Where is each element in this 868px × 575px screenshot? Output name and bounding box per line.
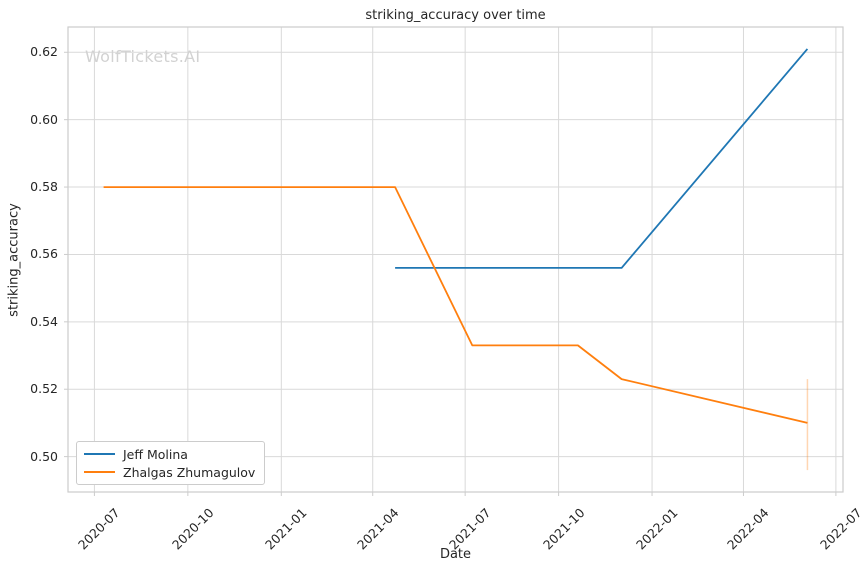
y-tick-label: 0.58 <box>30 179 58 195</box>
y-tick-label: 0.54 <box>30 313 58 329</box>
series-line-zhalgas-zhumagulov <box>103 186 808 424</box>
legend-line-sample <box>84 453 115 455</box>
legend-label: Zhalgas Zhumagulov <box>123 464 256 480</box>
legend: Jeff Molina Zhalgas Zhumagulov <box>76 441 266 485</box>
y-tick-label: 0.60 <box>30 111 58 127</box>
chart-title: striking_accuracy over time <box>365 8 546 23</box>
y-tick-label: 0.62 <box>30 44 58 60</box>
legend-label: Jeff Molina <box>123 446 188 462</box>
y-axis-label: striking_accuracy <box>6 203 22 317</box>
series-line-jeff-molina <box>395 48 809 269</box>
y-tick-label: 0.50 <box>30 448 58 464</box>
watermark: WolfTickets.AI <box>85 47 201 66</box>
x-axis-label: Date <box>439 547 472 562</box>
y-tick-label: 0.56 <box>30 246 58 262</box>
plot-border <box>67 26 844 493</box>
legend-line-sample <box>84 471 115 473</box>
legend-item: Zhalgas Zhumagulov <box>84 464 256 480</box>
legend-item: Jeff Molina <box>84 446 255 462</box>
y-tick-label: 0.52 <box>30 381 58 397</box>
